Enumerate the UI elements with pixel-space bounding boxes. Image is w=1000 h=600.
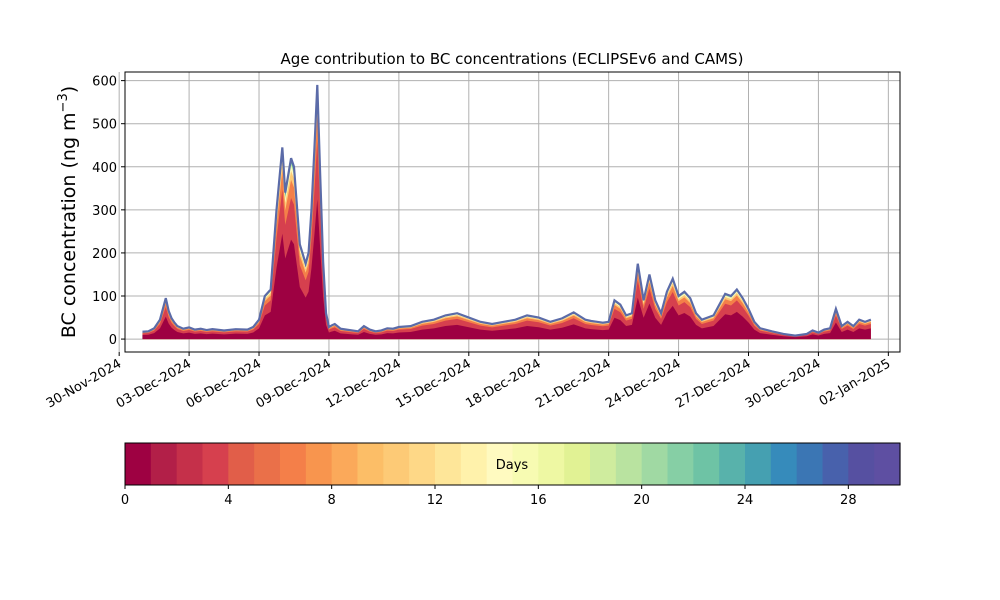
area-layer-26-30-days: [142, 84, 871, 340]
colorbar-swatch: [331, 443, 359, 485]
colorbar-swatch: [770, 443, 798, 485]
colorbar-swatch: [357, 443, 384, 485]
colorbar-swatch: [641, 443, 669, 485]
colorbar-tick-label: 12: [427, 493, 444, 508]
colorbar-swatch: [719, 443, 746, 485]
colorbar-swatch: [383, 443, 410, 485]
chart-title: Age contribution to BC concentrations (E…: [281, 50, 744, 68]
x-tick-label: 15-Dec-2024: [393, 356, 473, 411]
grid-lines: [118, 72, 900, 352]
y-tick-label: 0: [109, 333, 117, 348]
area-layer-0-1-days: [142, 199, 871, 340]
y-tick-label: 500: [92, 118, 117, 133]
colorbar-ticks: 0 4 8 12 16 20 24 28: [121, 485, 857, 508]
x-tick-label: 09-Dec-2024: [254, 356, 334, 411]
colorbar-swatch: [409, 443, 436, 485]
colorbar-swatch: [512, 443, 539, 485]
colorbar-tick-label: 20: [633, 493, 650, 508]
colorbar-tick-label: 8: [328, 493, 336, 508]
x-tick-label: 21-Dec-2024: [533, 356, 613, 411]
y-tick-label: 600: [92, 75, 117, 90]
x-tick-label: 06-Dec-2024: [184, 356, 264, 411]
colorbar-swatch: [150, 443, 178, 485]
y-tick-label: 300: [92, 204, 117, 219]
colorbar-swatch: [228, 443, 255, 485]
area-layer-1-3-days: [142, 140, 871, 340]
colorbar-tick-label: 16: [530, 493, 547, 508]
y-tick-label: 100: [92, 290, 117, 305]
colorbar-swatch: [796, 443, 824, 485]
colorbar-swatch: [693, 443, 720, 485]
colorbar-swatch: [486, 443, 514, 485]
colorbar-swatch: [280, 443, 307, 485]
colorbar-label: Days: [496, 458, 529, 473]
area-layer-18-22-days: [142, 89, 871, 340]
colorbar-swatch: [125, 443, 152, 485]
x-tick-label: 27-Dec-2024: [673, 356, 753, 411]
colorbar-swatch: [305, 443, 333, 485]
colorbar-swatch: [745, 443, 772, 485]
x-tick-label: 18-Dec-2024: [463, 356, 543, 411]
colorbar-tick-label: 0: [121, 493, 129, 508]
x-tick-label: 03-Dec-2024: [114, 356, 194, 411]
x-tick-label: 30-Nov-2024: [44, 356, 124, 411]
plot-frame: [124, 71, 901, 353]
colorbar: [125, 443, 901, 485]
colorbar-tick-label: 4: [224, 493, 232, 508]
colorbar-swatch: [615, 443, 643, 485]
x-axis: 30-Nov-202403-Dec-202406-Dec-202409-Dec-…: [44, 352, 893, 412]
colorbar-swatch: [822, 443, 849, 485]
colorbar-frame: [124, 442, 901, 486]
colorbar-swatch: [254, 443, 281, 485]
x-tick-label: 30-Dec-2024: [743, 356, 823, 411]
y-tick-label: 400: [92, 161, 117, 176]
area-layer-22-26-days: [142, 87, 871, 340]
y-axis-label: BC concentration (ng m−3): [56, 86, 80, 338]
colorbar-swatch: [590, 443, 617, 485]
colorbar-swatch: [874, 443, 901, 485]
x-tick-label: 24-Dec-2024: [603, 356, 683, 411]
colorbar-swatch: [848, 443, 875, 485]
stacked-areas: [142, 84, 871, 340]
area-layer-14-18-days: [142, 92, 871, 340]
area-layer-10-14-days: [142, 96, 871, 340]
colorbar-swatch: [564, 443, 591, 485]
colorbar-swatch: [538, 443, 565, 485]
y-axis: 0 100 200 300 400 500 600: [92, 75, 125, 348]
x-tick-label: 02-Jan-2025: [817, 356, 894, 409]
colorbar-swatch: [435, 443, 462, 485]
colorbar-swatch: [667, 443, 694, 485]
x-tick-label: 12-Dec-2024: [323, 356, 403, 411]
colorbar-swatch: [176, 443, 204, 485]
area-layer-3-6-days: [142, 115, 871, 340]
colorbar-tick-label: 24: [737, 493, 754, 508]
colorbar-swatch: [460, 443, 488, 485]
colorbar-tick-label: 28: [840, 493, 857, 508]
colorbar-swatch: [202, 443, 229, 485]
area-layer-6-10-days: [142, 102, 871, 340]
total-concentration-line: [142, 84, 872, 337]
y-tick-label: 200: [92, 247, 117, 262]
